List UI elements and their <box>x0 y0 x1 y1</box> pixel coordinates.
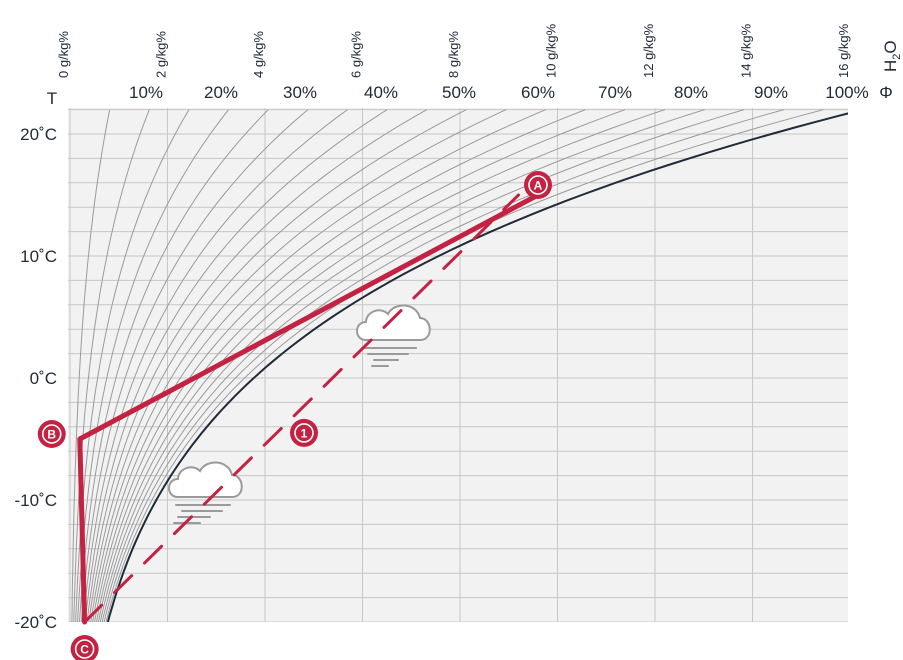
marker-c: C <box>70 635 99 660</box>
rh-curve <box>79 109 269 622</box>
rh-curve <box>82 109 348 622</box>
marker-ring <box>528 175 548 195</box>
rh-curve <box>71 109 111 622</box>
marker-label: B <box>47 428 56 442</box>
abs-humidity-tick-label: 4 g/kg% <box>251 31 266 78</box>
rh-curve <box>105 109 824 622</box>
abs-humidity-tick-label: 16 g/kg% <box>836 23 851 78</box>
y-axis-label: T <box>47 89 57 108</box>
rh-tick-label: 80% <box>674 83 708 102</box>
y-tick-label: -10˚C <box>14 491 57 510</box>
rh-curve <box>80 109 309 622</box>
abs-humidity-tick-label: 0 g/kg% <box>56 31 71 78</box>
rh-tick-label: 10% <box>129 83 163 102</box>
rh-curve <box>92 109 546 622</box>
marker-label: C <box>80 643 89 657</box>
phi-label: Φ <box>879 83 893 102</box>
process-line-dashed <box>83 193 520 624</box>
rh-curve <box>73 109 150 622</box>
marker-pin <box>37 420 66 448</box>
y-tick-label: -20˚C <box>14 613 57 632</box>
h2o-label: H2O <box>881 40 903 72</box>
abs-humidity-tick-label: 10 g/kg% <box>544 23 559 78</box>
rh-curve <box>99 109 705 622</box>
rh-tick-label: 50% <box>442 83 476 102</box>
y-tick-label: 20˚C <box>20 125 57 144</box>
marker-pin <box>524 171 552 199</box>
abs-humidity-tick-label: 12 g/kg% <box>641 23 656 78</box>
y-tick-label: 10˚C <box>20 247 57 266</box>
y-tick-label: 0˚C <box>30 369 57 388</box>
rh-curve <box>86 109 428 622</box>
fog-cloud-icon <box>356 304 431 367</box>
marker-ring <box>294 423 314 443</box>
marker-1: 1 <box>290 418 318 447</box>
rh-curve <box>101 109 745 622</box>
rh-tick-label: 30% <box>283 83 317 102</box>
abs-humidity-tick-label: 6 g/kg% <box>349 31 364 78</box>
rh-tick-label: 70% <box>598 83 632 102</box>
rh-curve <box>84 109 388 622</box>
rh-tick-label: 60% <box>521 83 555 102</box>
rh-tick-label: 100% <box>825 83 868 102</box>
marker-label: A <box>534 179 543 193</box>
rh-curve <box>90 109 507 622</box>
rh-tick-label: 20% <box>204 83 238 102</box>
process-path <box>77 192 541 625</box>
abs-humidity-tick-label: 14 g/kg% <box>739 23 754 78</box>
saturation-curve <box>106 112 848 622</box>
rh-curve <box>94 109 586 622</box>
plot-area <box>68 108 848 622</box>
rh-curve <box>88 109 467 622</box>
marker-ring <box>41 424 62 444</box>
axis-ticks: -20˚C -10˚C 0˚C 10˚C 20˚C 10% 20% 30% 40% 50% 60% 7… <box>14 23 868 632</box>
rh-tick-label: 40% <box>364 83 398 102</box>
marker-b: B <box>37 420 66 448</box>
rh-curve <box>96 109 626 622</box>
abs-humidity-tick-label: 2 g/kg% <box>154 31 169 78</box>
abs-humidity-tick-label: 8 g/kg% <box>446 31 461 78</box>
fog-cloud-icon <box>168 461 243 524</box>
rh-tick-label: 90% <box>754 83 788 102</box>
marker-label: 1 <box>301 426 308 440</box>
marker-pin <box>290 418 318 447</box>
process-markers: A B C 1 <box>37 171 552 660</box>
marker-a: A <box>524 171 552 199</box>
marker-ring <box>74 639 95 659</box>
process-line-solid <box>77 192 541 625</box>
